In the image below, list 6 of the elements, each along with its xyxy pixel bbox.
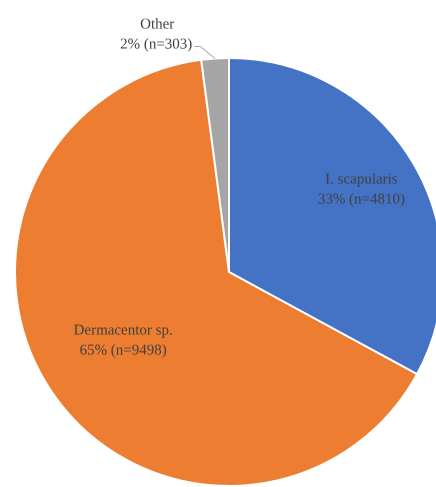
data-label: 33% (n=4810) (318, 191, 406, 208)
slice-label: Dermacentor sp. (74, 322, 173, 339)
slice-label: Other (140, 16, 174, 32)
data-label: 2% (n=303) (120, 36, 192, 52)
data-label: 65% (n=9498) (80, 342, 167, 359)
slice-label: I. scapularis (325, 171, 398, 188)
